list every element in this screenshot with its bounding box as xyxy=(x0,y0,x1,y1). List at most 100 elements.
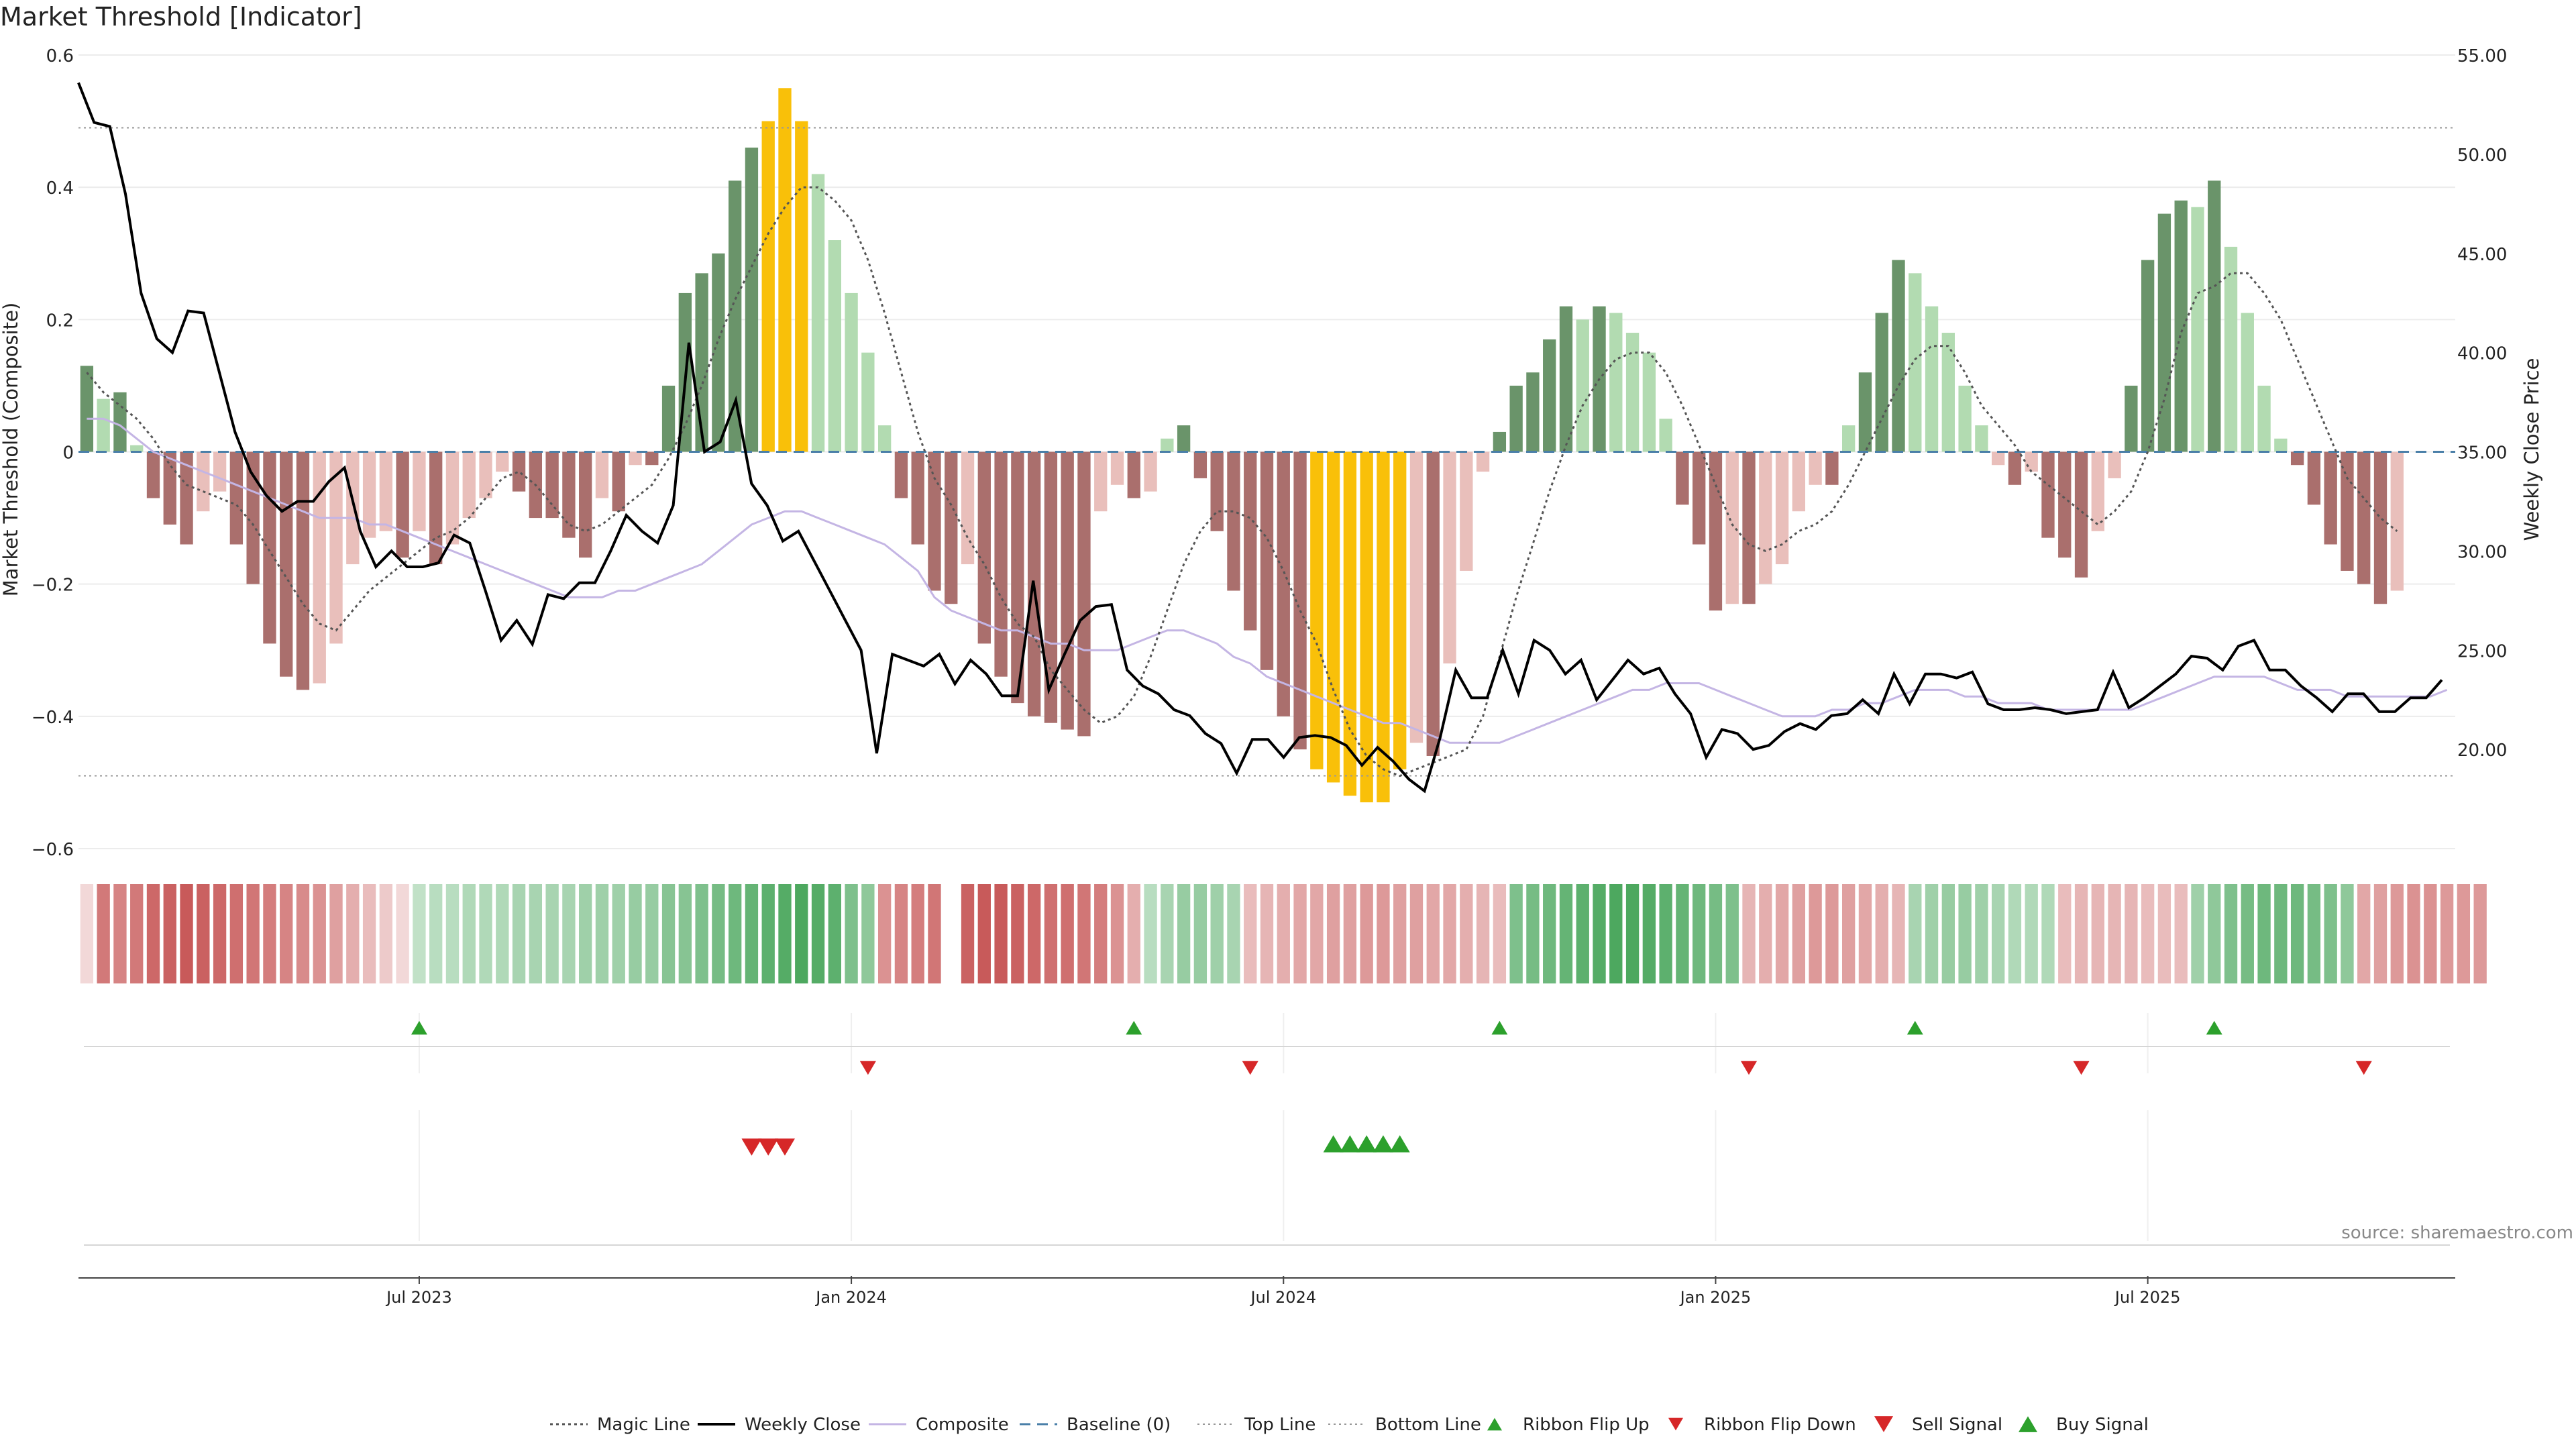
composite-bar xyxy=(1210,451,1224,531)
ribbon-flip-up-marker xyxy=(1491,1020,1508,1035)
ribbon-cell xyxy=(1593,884,1606,983)
ribbon-cell xyxy=(1310,884,1324,983)
ribbon-cell xyxy=(2108,884,2121,983)
legend-label: Top Line xyxy=(1244,1415,1316,1435)
composite-bar xyxy=(1925,306,1939,452)
composite-bar xyxy=(496,451,509,472)
legend-label: Baseline (0) xyxy=(1067,1415,1171,1435)
ribbon-cell xyxy=(1110,884,1124,983)
ribbon-cell xyxy=(163,884,176,983)
composite-bar xyxy=(595,451,609,498)
composite-bar xyxy=(313,451,326,684)
ribbon-cell xyxy=(396,884,409,983)
composite-bar xyxy=(977,451,991,644)
ribbon-cell xyxy=(130,884,144,983)
ribbon-flip-up-marker xyxy=(1907,1020,1923,1035)
composite-bar xyxy=(1693,451,1706,545)
composite-bar xyxy=(2224,246,2238,452)
composite-bar xyxy=(1310,451,1324,769)
ribbon-cell xyxy=(2373,884,2387,983)
composite-bar xyxy=(229,451,244,545)
composite-bar xyxy=(1110,451,1124,485)
composite-bar xyxy=(1742,451,1756,604)
y2-axis-label: Weekly Close Price xyxy=(2520,358,2543,541)
composite-bar xyxy=(2125,385,2138,452)
composite-bar xyxy=(2373,451,2387,604)
composite-bar xyxy=(562,451,576,538)
composite-bar xyxy=(2290,451,2304,466)
composite-bar xyxy=(1011,451,1024,704)
ribbon-cell xyxy=(2324,884,2337,983)
ribbon-cell xyxy=(911,884,924,983)
ribbon-cell xyxy=(296,884,310,983)
ribbon-cell xyxy=(2058,884,2072,983)
composite-bar xyxy=(1759,451,1772,584)
ribbon-cell xyxy=(894,884,908,983)
y2-tick-label: 30.00 xyxy=(2457,542,2507,562)
ribbon-cell xyxy=(1476,884,1490,983)
legend-swatch-buy-signal xyxy=(2019,1416,2037,1432)
composite-bar xyxy=(1044,451,1058,723)
ribbon-cell xyxy=(629,884,642,983)
sell-signal-marker xyxy=(758,1138,779,1156)
composite-bar xyxy=(828,240,841,452)
composite-bar xyxy=(945,451,958,604)
y-tick-label: 0 xyxy=(62,443,74,464)
composite-bar xyxy=(778,88,792,452)
composite-bar xyxy=(1809,451,1822,485)
composite-bar xyxy=(1892,260,1905,452)
composite-bar xyxy=(113,392,127,452)
composite-bar xyxy=(1144,451,1157,492)
composite-bar xyxy=(1659,419,1672,452)
ribbon-cell xyxy=(545,884,559,983)
composite-bar xyxy=(1077,451,1091,737)
ribbon-cell xyxy=(1210,884,1224,983)
ribbon-cell xyxy=(1360,884,1373,983)
composite-bar xyxy=(861,352,875,452)
composite-bar xyxy=(661,385,676,452)
ribbon-cell xyxy=(2157,884,2171,983)
composite-bar xyxy=(2058,451,2072,558)
composite-bar xyxy=(1625,333,1640,452)
composite-bar xyxy=(1543,339,1556,452)
legend-label: Ribbon Flip Up xyxy=(1523,1415,1650,1435)
axes-layer: 0.6 0.4 0.2 0 −0.2 −0.4 −0.6 55.00 50.00 45.00 40.… xyxy=(32,46,2508,1307)
ribbon-cell xyxy=(496,884,509,983)
ribbon-cell xyxy=(2473,884,2487,983)
ribbon-cell xyxy=(2390,884,2404,983)
source-text: source: sharemaestro.com xyxy=(2341,1223,2573,1243)
ribbon-cell xyxy=(1460,884,1473,983)
ribbon-cell xyxy=(678,884,692,983)
composite-bar xyxy=(712,253,725,452)
ribbon-cell xyxy=(2457,884,2471,983)
ribbon-cell xyxy=(1659,884,1672,983)
ribbon-cell xyxy=(1326,884,1340,983)
composite-bar xyxy=(994,451,1008,677)
ribbon-cell xyxy=(612,884,625,983)
composite-bar xyxy=(2074,451,2088,578)
composite-bar xyxy=(2274,438,2288,452)
ribbon-flip-up-marker xyxy=(1126,1020,1142,1035)
composite-bar xyxy=(2157,213,2171,452)
ribbon-cell xyxy=(1127,884,1140,983)
composite-bar xyxy=(429,451,443,565)
ribbon-cell xyxy=(828,884,841,983)
ribbon-cell xyxy=(2407,884,2420,983)
ribbon-cell xyxy=(2141,884,2155,983)
ribbon-cell xyxy=(512,884,526,983)
ribbon-cell xyxy=(728,884,742,983)
composite-bar xyxy=(2108,451,2121,478)
ribbon-cell xyxy=(1061,884,1074,983)
legend-swatch-ribbon-flip-down xyxy=(1668,1417,1683,1431)
y2-tick-label: 40.00 xyxy=(2457,344,2507,364)
composite-bar xyxy=(197,451,210,512)
weekly-close-line xyxy=(77,82,2443,794)
ribbon-cell xyxy=(961,884,975,983)
legend-label: Ribbon Flip Down xyxy=(1704,1415,1856,1435)
composite-bar xyxy=(1426,451,1440,756)
ribbon-cell xyxy=(795,884,808,983)
composite-bar xyxy=(263,451,276,644)
ribbon-cell xyxy=(1991,884,2005,983)
y2-tick-label: 25.00 xyxy=(2457,641,2507,661)
composite-bar xyxy=(1476,451,1490,472)
